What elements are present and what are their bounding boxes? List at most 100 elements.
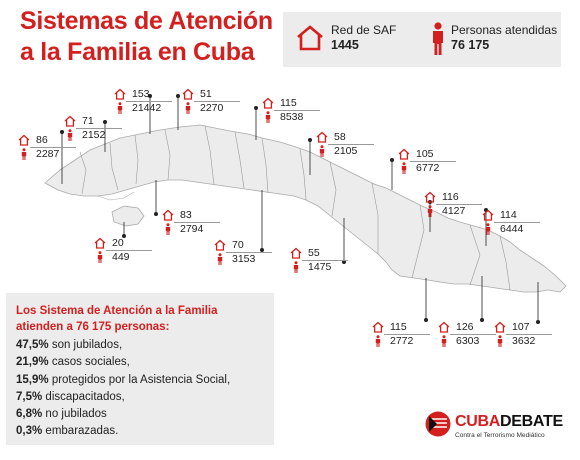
personas-count: 2152	[82, 128, 106, 141]
stats-list: 47,5% son jubilados, 21,9% casos sociale…	[16, 337, 230, 441]
province-label: 20 449	[94, 236, 152, 264]
personas-count: 2794	[180, 222, 204, 235]
stats-pct: 6,8%	[16, 408, 43, 421]
province-label: 58 2105	[316, 130, 374, 158]
personas-count: 6444	[500, 222, 524, 235]
saf-count: 126	[456, 320, 474, 333]
saf-count: 105	[416, 147, 434, 160]
person-icon	[185, 102, 191, 114]
house-icon	[316, 131, 328, 143]
label-underline	[384, 334, 430, 335]
person-icon	[265, 111, 271, 123]
stats-item: 15,9% protegidos por la Asistencia Socia…	[16, 372, 230, 389]
island-main	[44, 124, 567, 293]
stats-pct: 47,5%	[16, 339, 49, 351]
person-icon	[165, 223, 171, 235]
saf-count: 51	[200, 87, 212, 100]
stats-text: casos sociales,	[51, 356, 130, 369]
label-underline	[302, 260, 348, 261]
person-icon	[497, 335, 503, 347]
person-icon	[293, 261, 299, 273]
province-label: 107 3632	[494, 320, 552, 348]
stats-text: protegidos por la Asistencia Social,	[51, 373, 231, 386]
house-icon	[182, 88, 194, 100]
province-label: 116 4127	[424, 190, 482, 218]
title-line-1: Sistemas de Atención	[20, 7, 273, 35]
saf-count: 116	[442, 190, 459, 203]
personas-total-value: 76 175	[451, 38, 490, 52]
cubadebate-icon	[425, 411, 451, 437]
personas-count: 2105	[334, 144, 358, 157]
label-underline	[328, 144, 374, 145]
label-underline	[450, 334, 496, 335]
house-icon	[214, 239, 226, 251]
house-icon	[114, 88, 126, 100]
province-borders	[79, 125, 511, 291]
house-icon	[18, 134, 30, 146]
stats-panel: Los Sistema de Atención a la Familia ati…	[6, 293, 274, 445]
stats-text: discapacitados,	[45, 390, 125, 403]
person-icon	[97, 251, 103, 263]
house-icon	[372, 321, 384, 333]
saf-count: 153	[132, 87, 150, 100]
stats-pct: 0,3%	[16, 425, 43, 438]
house-icon	[424, 191, 436, 203]
province-label: 55 1475	[290, 246, 348, 274]
isla-de-la-juventud	[111, 205, 145, 227]
label-underline	[410, 161, 456, 162]
brand-name: CUBADEBATE	[455, 413, 563, 431]
label-underline	[174, 222, 220, 223]
person-icon	[485, 223, 491, 235]
house-icon	[262, 97, 274, 109]
stats-text: no jubilados	[45, 408, 107, 421]
saf-total-label: Red de SAF	[331, 23, 397, 37]
stats-pct: 21,9%	[16, 356, 49, 369]
personas-count: 21442	[132, 101, 162, 114]
label-underline	[30, 147, 76, 148]
stats-item: 7,5% discapacitados,	[16, 389, 230, 406]
label-underline	[436, 204, 482, 205]
person-icon	[319, 145, 325, 157]
brand-name-a: CUBA	[455, 413, 501, 430]
label-underline	[506, 334, 552, 335]
saf-count: 55	[308, 246, 320, 259]
person-icon	[441, 335, 447, 347]
person-icon	[217, 253, 223, 265]
person-icon	[67, 129, 73, 141]
saf-count: 58	[334, 130, 346, 143]
personas-count: 6303	[456, 334, 480, 347]
stats-text: son jubilados,	[51, 339, 123, 351]
house-icon	[162, 209, 174, 221]
saf-count: 115	[390, 320, 407, 333]
label-underline	[494, 222, 540, 223]
personas-count: 2270	[200, 101, 224, 114]
province-label: 126 6303	[438, 320, 496, 348]
stats-pct: 7,5%	[16, 390, 43, 403]
saf-count: 115	[280, 96, 297, 109]
saf-count: 70	[232, 238, 244, 251]
stats-item: 21,9% casos sociales,	[16, 354, 230, 371]
saf-count: 86	[36, 133, 48, 146]
person-icon	[21, 148, 27, 160]
house-icon	[297, 25, 323, 51]
province-label: 114 6444	[482, 208, 540, 236]
person-icon	[433, 22, 443, 55]
saf-count: 71	[82, 114, 94, 127]
saf-count: 20	[112, 236, 124, 249]
person-icon	[427, 205, 433, 217]
stats-item: 6,8% no jubilados	[16, 406, 230, 423]
person-icon	[375, 335, 381, 347]
house-icon	[494, 321, 506, 333]
province-label: 153 21442	[114, 87, 172, 115]
province-label: 71 2152	[64, 114, 122, 142]
saf-count: 83	[180, 208, 192, 221]
personas-count: 1475	[308, 260, 332, 273]
person-icon	[401, 162, 407, 174]
totals-panel: Red de SAF 1445 Personas atendidas 76 17…	[283, 12, 561, 67]
house-icon	[482, 209, 494, 221]
stats-text: embarazadas.	[45, 425, 119, 438]
personas-total-label: Personas atendidas	[451, 23, 558, 37]
personas-total: Personas atendidas 76 175	[451, 23, 557, 53]
stats-item: 47,5% son jubilados,	[16, 337, 230, 354]
cubadebate-logo[interactable]: CUBADEBATE Contra el Terrorismo Mediátic…	[425, 411, 565, 447]
